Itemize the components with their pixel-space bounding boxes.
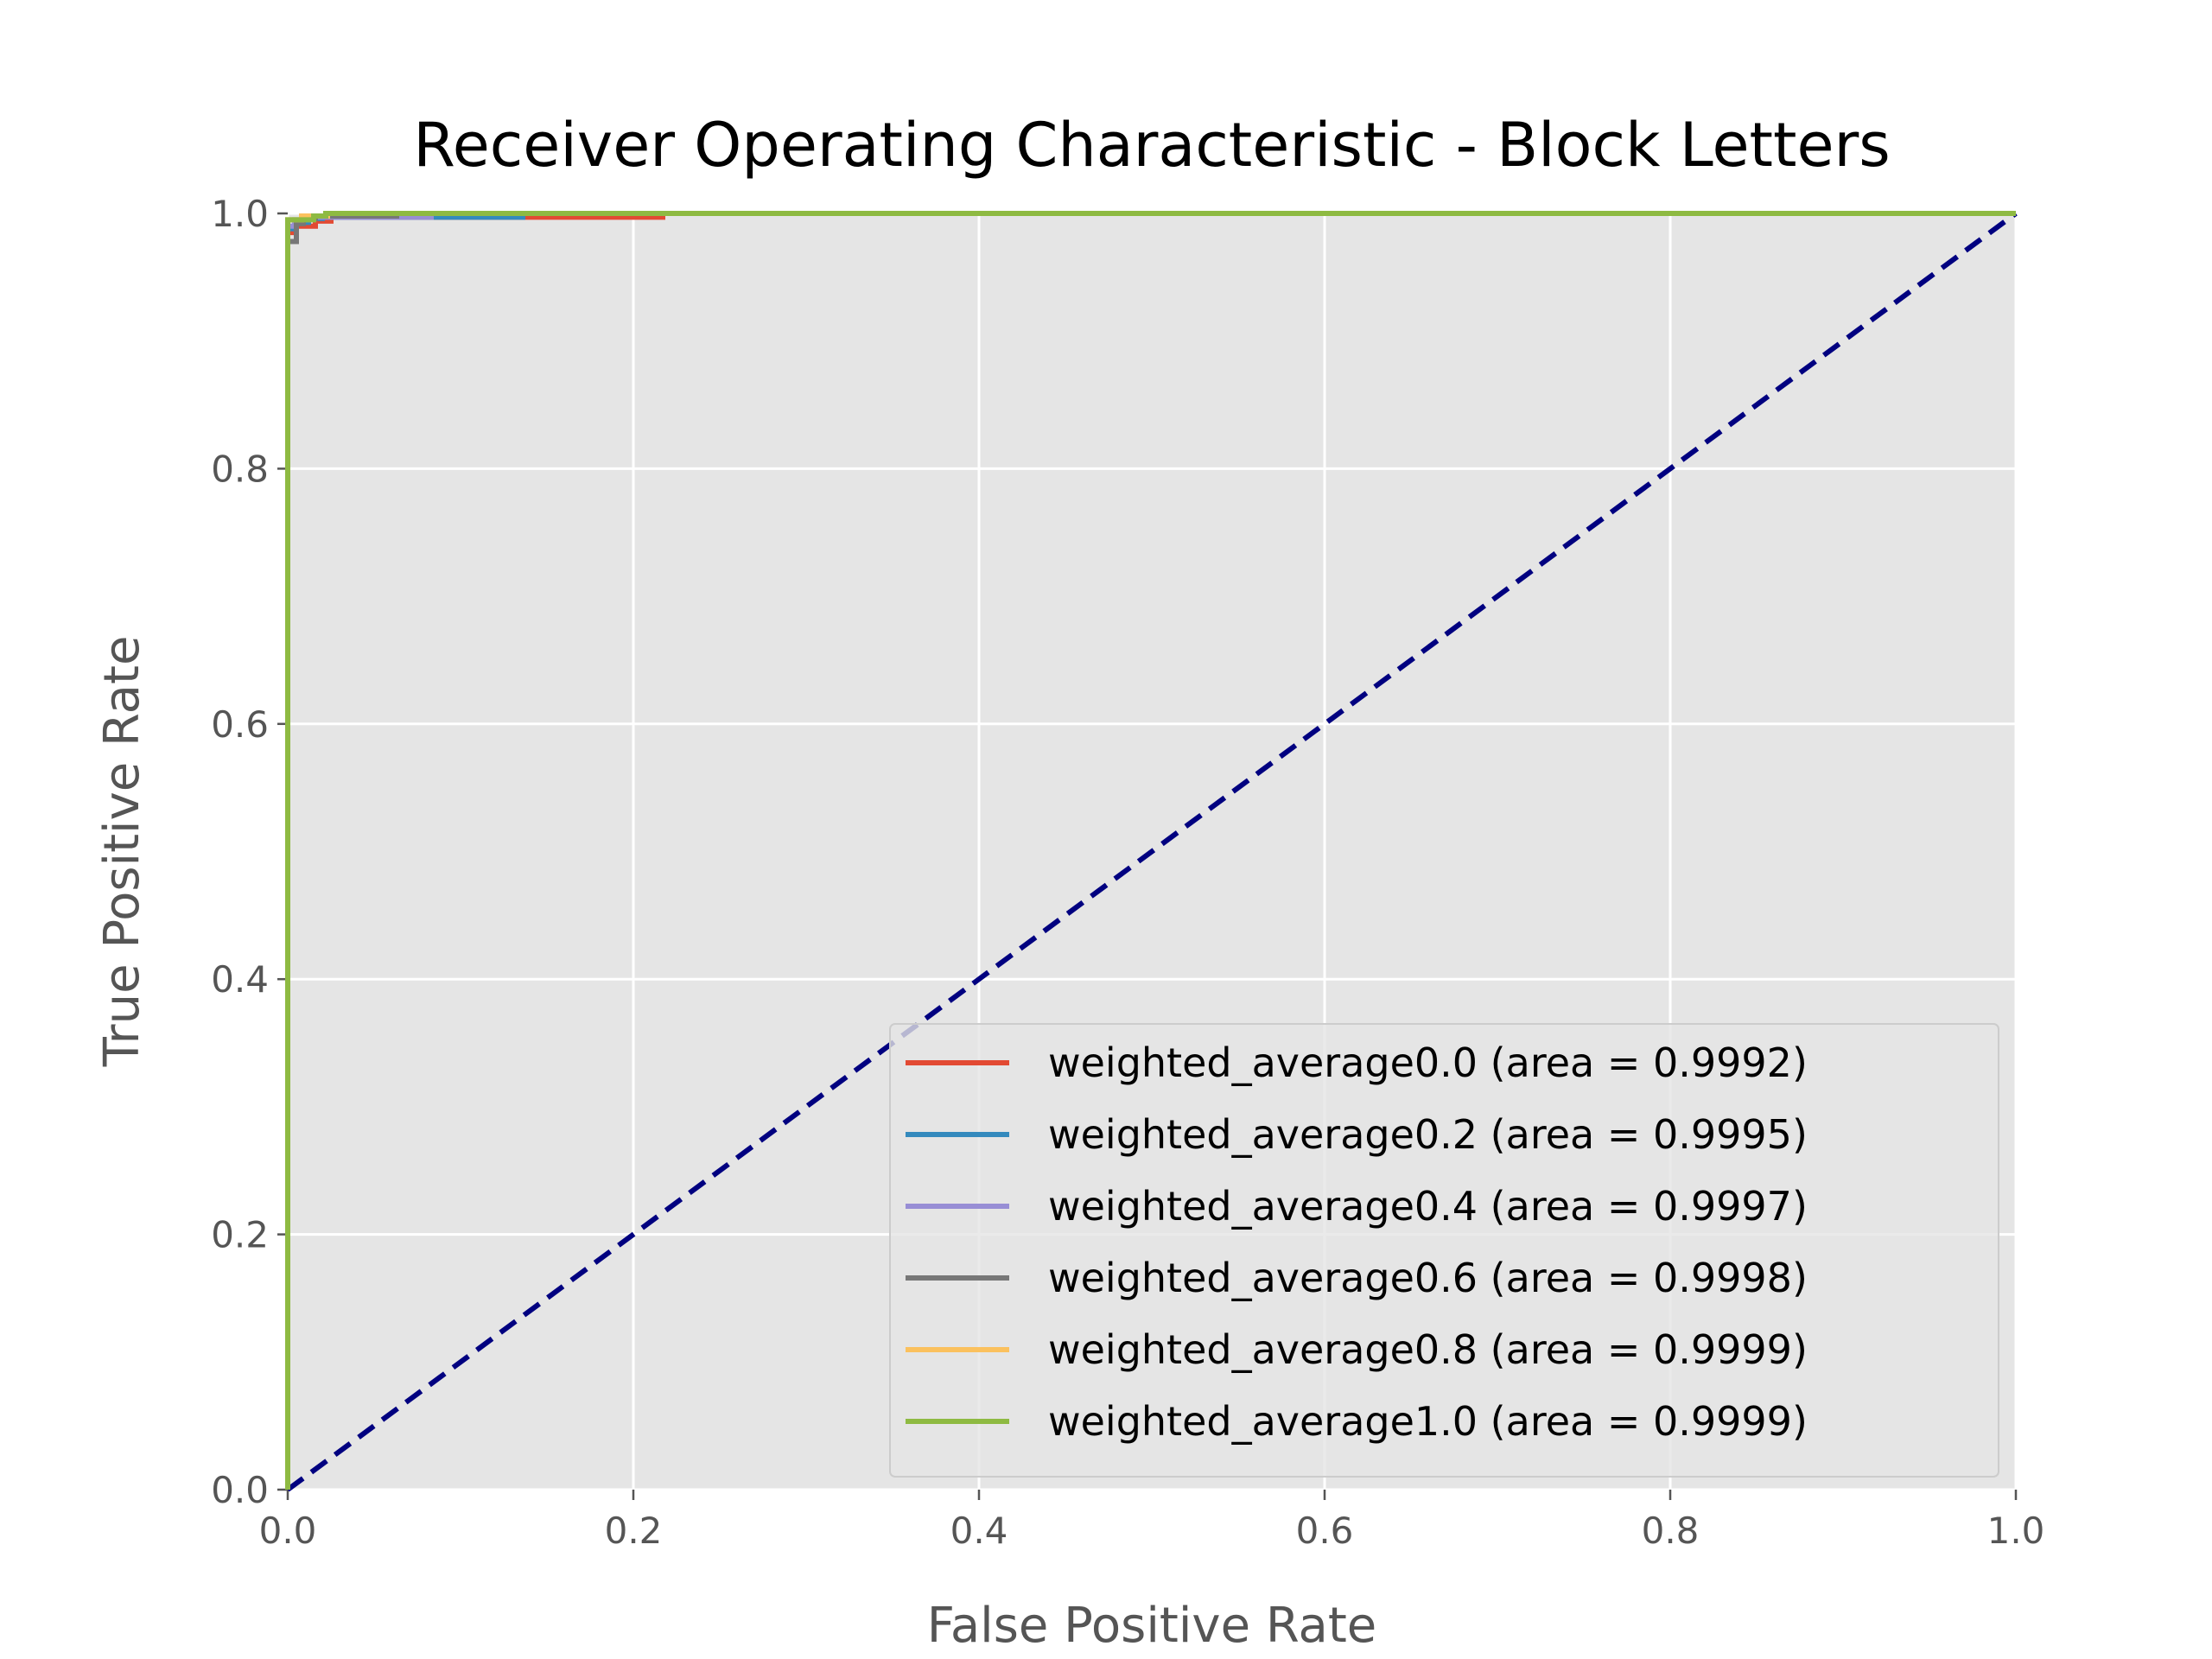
grid bbox=[286, 212, 2018, 1491]
x-tick-label: 0.4 bbox=[950, 1510, 1008, 1552]
legend-label-4: weighted_average0.8 (area = 0.9999) bbox=[1048, 1326, 1808, 1373]
x-tick-label: 0.6 bbox=[1296, 1510, 1354, 1552]
x-tick-label: 1.0 bbox=[1987, 1510, 2045, 1552]
y-tick-label: 0.2 bbox=[211, 1214, 269, 1256]
x-tick-label: 0.0 bbox=[259, 1510, 317, 1552]
legend: weighted_average0.0 (area = 0.9992) weigh… bbox=[889, 1023, 1999, 1478]
y-tick-label: 0.0 bbox=[211, 1469, 269, 1511]
x-tick-label: 0.2 bbox=[605, 1510, 663, 1552]
x-tick-label: 0.8 bbox=[1642, 1510, 1700, 1552]
y-tick-label: 0.8 bbox=[211, 448, 269, 490]
legend-label-3: weighted_average0.6 (area = 0.9998) bbox=[1048, 1255, 1808, 1301]
diagonal-reference bbox=[286, 211, 2018, 1492]
diagonal-reference-line bbox=[286, 211, 2018, 1492]
y-axis-label: True Positive Rate bbox=[94, 636, 150, 1068]
y-tick-label: 0.6 bbox=[211, 703, 269, 746]
legend-label-5: weighted_average1.0 (area = 0.9999) bbox=[1048, 1398, 1808, 1445]
chart-title: Receiver Operating Characteristic - Bloc… bbox=[413, 110, 1891, 181]
legend-label-1: weighted_average0.2 (area = 0.9995) bbox=[1048, 1111, 1808, 1158]
x-axis-label: False Positive Rate bbox=[927, 1598, 1376, 1654]
y-tick-label: 0.4 bbox=[211, 958, 269, 1001]
ticks: 0.0 0.2 0.4 0.6 0.8 1.0 0.0 0.2 0.4 0.6 0.8 1.0 bbox=[211, 193, 2044, 1552]
legend-label-2: weighted_average0.4 (area = 0.9997) bbox=[1048, 1183, 1808, 1230]
legend-box bbox=[889, 1023, 1999, 1478]
y-tick-label: 1.0 bbox=[211, 193, 269, 235]
series-lines bbox=[285, 211, 2016, 1490]
series-line-5 bbox=[285, 211, 2016, 1490]
legend-label-0: weighted_average0.0 (area = 0.9992) bbox=[1048, 1039, 1808, 1086]
